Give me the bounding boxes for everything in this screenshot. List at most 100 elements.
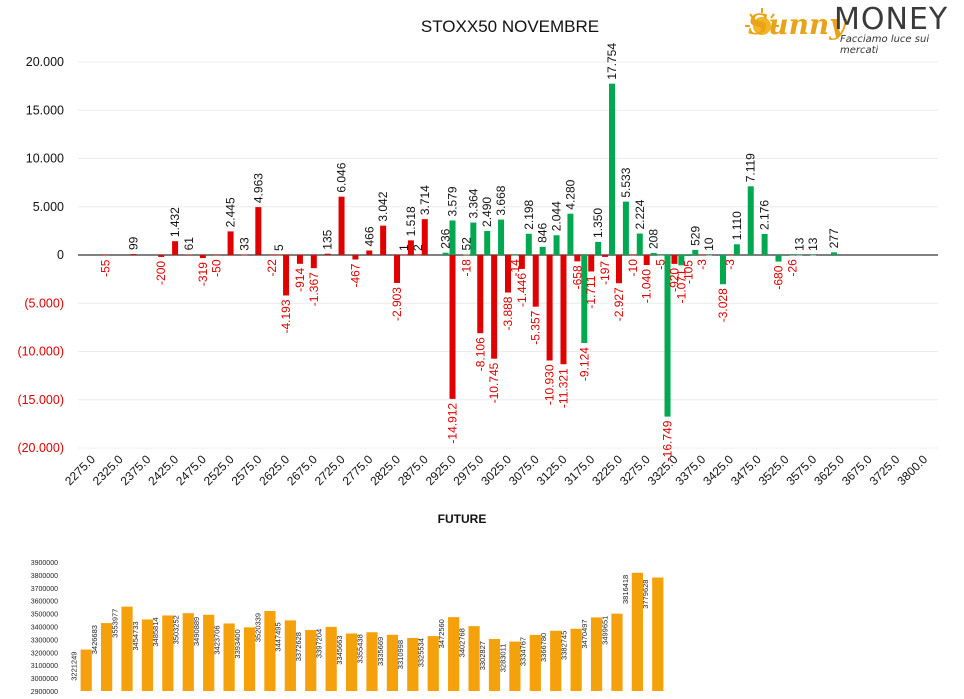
put-bar (685, 255, 692, 257)
put-value-label: -1.071 (674, 269, 688, 303)
future-value-label: 3302827 (478, 641, 487, 670)
call-value-label: 3.042 (376, 191, 390, 221)
future-bar (243, 627, 256, 691)
call-bar (629, 255, 636, 256)
call-bar (449, 255, 456, 399)
call-value-label: 3.714 (418, 185, 432, 215)
put-value-label: 3.668 (494, 185, 508, 215)
put-bar (830, 252, 837, 255)
call-bar (296, 255, 303, 264)
put-value-label: 277 (827, 228, 841, 248)
call-bar (158, 255, 165, 257)
call-bar (671, 255, 678, 264)
call-bar (588, 255, 595, 272)
future-bar (182, 613, 194, 691)
call-value-label: -18 (459, 259, 473, 277)
future-y-tick-label: 3700000 (31, 586, 58, 593)
call-bar (574, 255, 581, 262)
put-bar (463, 254, 470, 256)
future-value-label: 3490889 (192, 617, 201, 646)
future-bar (529, 634, 541, 691)
future-bar (407, 637, 419, 691)
call-value-label: -197 (598, 261, 612, 285)
put-bar (484, 230, 491, 255)
put-bar (678, 255, 685, 266)
put-value-label: 529 (688, 226, 702, 246)
y-tick-label: 20.000 (26, 55, 64, 69)
future-value-label: 3335669 (376, 637, 385, 666)
future-bar (366, 632, 378, 691)
future-value-label: 3816418 (621, 575, 630, 604)
y-tick-label: 0 (57, 248, 64, 262)
call-value-label: -3 (695, 259, 709, 270)
y-tick-label: (10.000) (17, 345, 64, 359)
put-bar (650, 252, 657, 255)
put-bar (664, 255, 671, 417)
future-y-tick-label: 3800000 (31, 573, 58, 580)
put-value-label: 236 (439, 228, 453, 248)
call-value-label: 2.445 (224, 197, 238, 227)
call-bar (227, 231, 234, 255)
put-bar (442, 252, 449, 255)
call-bar (421, 219, 428, 255)
call-value-label: -467 (348, 263, 362, 287)
put-value-label: 2.490 (480, 197, 494, 227)
put-bar (747, 186, 754, 255)
put-bar (706, 254, 713, 256)
call-value-label: 466 (362, 226, 376, 246)
call-bar (463, 255, 470, 256)
call-value-label: -914 (293, 268, 307, 292)
put-bar (567, 213, 574, 255)
future-value-label: 3499651 (600, 616, 609, 645)
future-bar (141, 619, 154, 691)
future-value-label: 3345663 (335, 636, 344, 665)
put-bar (692, 249, 699, 255)
call-bar (505, 255, 511, 293)
put-value-label: 5.533 (619, 167, 633, 197)
call-value-label: -1.446 (515, 273, 529, 307)
future-bar (611, 613, 623, 691)
future-value-label: 3553977 (110, 609, 119, 638)
put-value-label: 2.044 (550, 201, 564, 231)
future-bar (284, 620, 296, 691)
call-value-label: -11.321 (556, 368, 570, 408)
put-value-label: 7.119 (744, 153, 758, 182)
logo-sunny-text: Sunny (748, 8, 846, 41)
future-bar (121, 606, 133, 691)
future-value-label: 3283011 (498, 644, 507, 673)
put-value-label: 2.198 (522, 199, 536, 229)
call-bar (546, 255, 553, 361)
future-value-label: 3334767 (519, 637, 528, 666)
future-bar (590, 617, 603, 691)
put-bar (581, 255, 588, 344)
logo-tagline: Facciamo luce sui mercati (840, 34, 930, 56)
future-bar (509, 641, 521, 691)
call-bar (643, 255, 650, 266)
put-value-label: -26 (785, 259, 799, 277)
future-y-tick-label: 3900000 (31, 560, 58, 567)
future-value-label: 3470497 (580, 619, 589, 648)
call-bar (518, 255, 525, 269)
future-bar (427, 636, 439, 691)
put-bar (622, 201, 629, 255)
future-value-label: 3454733 (131, 621, 140, 650)
future-bar (345, 633, 358, 691)
call-bar (491, 255, 498, 359)
y-tick-label: (15.000) (17, 393, 64, 407)
put-value-label: 17.754 (605, 43, 619, 80)
call-bar (414, 254, 421, 256)
call-bar (310, 255, 317, 269)
future-bar (264, 610, 276, 691)
future-bar (162, 615, 174, 691)
call-bar (532, 255, 539, 307)
put-value-label: 2.224 (633, 199, 647, 229)
y-tick-label: 10.000 (26, 152, 64, 166)
call-value-label: -14.912 (446, 403, 460, 444)
future-y-tick-label: 3300000 (31, 637, 58, 644)
future-value-label: 3397204 (315, 629, 324, 658)
call-bar (477, 255, 484, 334)
put-bar (449, 220, 456, 255)
call-bar (400, 254, 407, 256)
call-value-label: 6.046 (335, 162, 349, 192)
